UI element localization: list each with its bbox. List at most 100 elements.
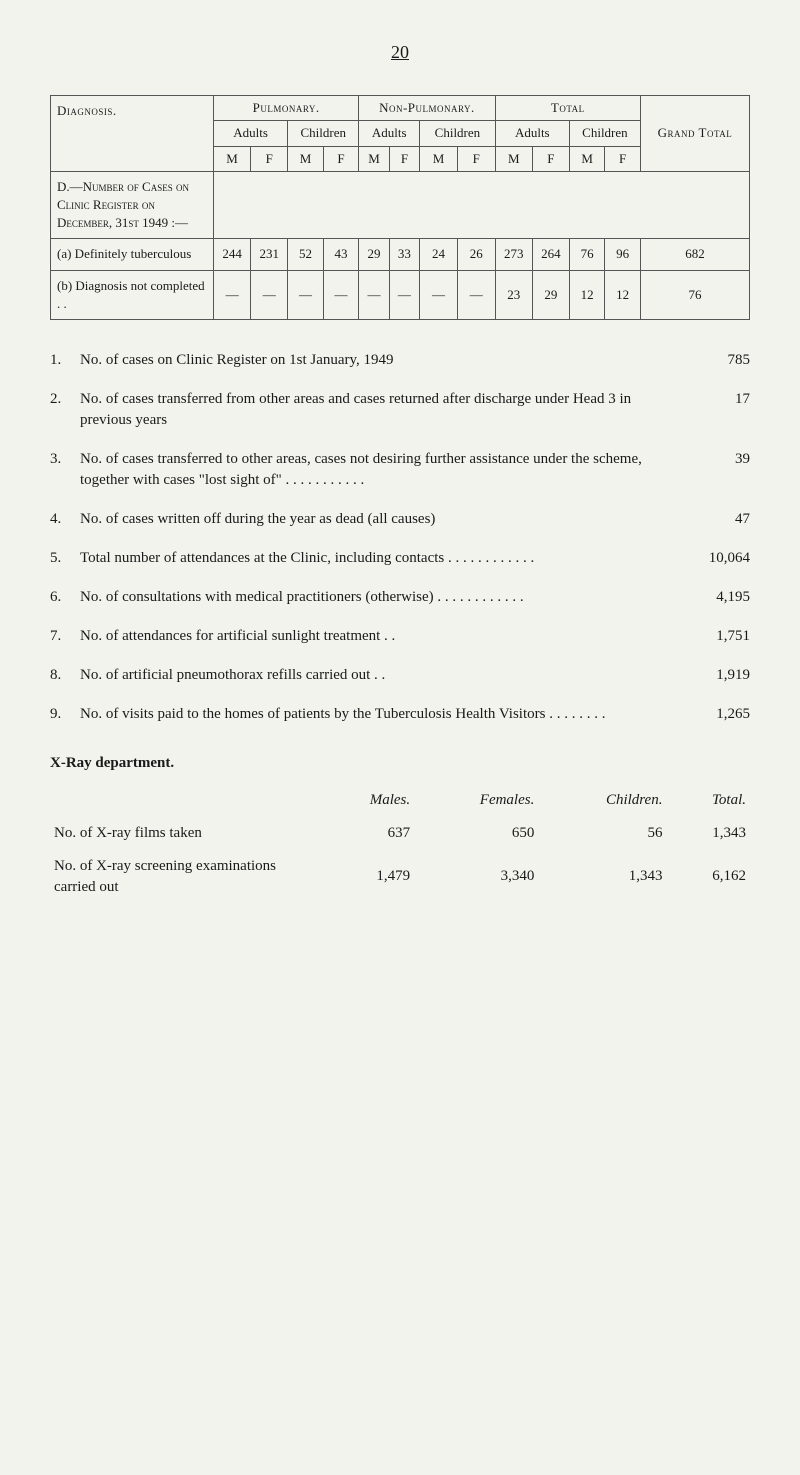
item-number: 7. (50, 626, 80, 647)
xray-cell: 1,343 (666, 817, 750, 850)
grand-total-head: Grand Total (640, 96, 749, 172)
item-number: 6. (50, 587, 80, 608)
table-cell: 12 (569, 270, 605, 319)
row-d-head-text: D.—Number of Cases on Clinic Register on… (57, 179, 189, 230)
xray-row-label: No. of X-ray films taken (50, 817, 318, 850)
table-cell: 76 (569, 239, 605, 270)
list-item: 9. No. of visits paid to the homes of pa… (50, 704, 750, 725)
item-text: No. of cases transferred to other areas,… (80, 449, 690, 491)
table-cell: — (214, 270, 251, 319)
item-value: 4,195 (690, 587, 750, 608)
list-item: 5. Total number of attendances at the Cl… (50, 548, 750, 569)
list-item: 1. No. of cases on Clinic Register on 1s… (50, 350, 750, 371)
item-text: No. of cases written off during the year… (80, 509, 690, 530)
mf-cell: M (569, 146, 605, 171)
table-cell: 231 (251, 239, 288, 270)
item-number: 1. (50, 350, 80, 371)
item-number: 3. (50, 449, 80, 470)
item-value: 10,064 (690, 548, 750, 569)
item-text: No. of artificial pneumothorax refills c… (80, 665, 690, 686)
mf-cell: M (214, 146, 251, 171)
table-cell: 96 (605, 239, 641, 270)
mf-cell: F (323, 146, 359, 171)
item-text: No. of attendances for artificial sunlig… (80, 626, 690, 647)
xray-cell: 637 (318, 817, 414, 850)
np-children: Children (420, 121, 496, 146)
table-cell: 244 (214, 239, 251, 270)
list-item: 2. No. of cases transferred from other a… (50, 389, 750, 431)
table-cell: 273 (495, 239, 532, 270)
table-cell: 76 (640, 270, 749, 319)
table-cell: — (420, 270, 458, 319)
item-text: No. of cases transferred from other area… (80, 389, 690, 431)
table-cell: — (389, 270, 419, 319)
table-cell: — (288, 270, 324, 319)
mf-cell: M (495, 146, 532, 171)
xray-table: Males. Females. Children. Total. No. of … (50, 784, 750, 904)
mf-cell: M (420, 146, 458, 171)
group-total: Total (495, 96, 640, 121)
xray-col: Children. (538, 784, 666, 817)
xray-cell: 6,162 (666, 850, 750, 904)
xray-col: Males. (318, 784, 414, 817)
item-text: No. of cases on Clinic Register on 1st J… (80, 350, 690, 371)
table-cell: 23 (495, 270, 532, 319)
item-number: 2. (50, 389, 80, 410)
xray-cell: 3,340 (414, 850, 538, 904)
pulm-adults: Adults (214, 121, 288, 146)
item-text: Total number of attendances at the Clini… (80, 548, 690, 569)
table-cell: — (359, 270, 389, 319)
row-b-label: (b) Diagnosis not completed . . (51, 270, 214, 319)
col-diagnosis: Diagnosis. (51, 96, 214, 172)
xray-col: Total. (666, 784, 750, 817)
table-cell: 264 (532, 239, 569, 270)
item-number: 5. (50, 548, 80, 569)
table-cell: — (251, 270, 288, 319)
table-cell: — (323, 270, 359, 319)
table-cell: 33 (389, 239, 419, 270)
mf-cell: F (532, 146, 569, 171)
pulm-children: Children (288, 121, 359, 146)
xray-cell: 1,343 (538, 850, 666, 904)
mf-cell: M (288, 146, 324, 171)
item-number: 9. (50, 704, 80, 725)
numbered-list: 1. No. of cases on Clinic Register on 1s… (50, 350, 750, 725)
mf-cell: F (251, 146, 288, 171)
item-value: 1,265 (690, 704, 750, 725)
list-item: 7. No. of attendances for artificial sun… (50, 626, 750, 647)
item-number: 8. (50, 665, 80, 686)
item-text: No. of visits paid to the homes of patie… (80, 704, 690, 725)
mf-cell: F (605, 146, 641, 171)
mf-cell: M (359, 146, 389, 171)
table-cell: 29 (532, 270, 569, 319)
list-item: 6. No. of consultations with medical pra… (50, 587, 750, 608)
item-number: 4. (50, 509, 80, 530)
item-value: 1,919 (690, 665, 750, 686)
item-value: 785 (690, 350, 750, 371)
tot-children: Children (569, 121, 640, 146)
xray-cell: 650 (414, 817, 538, 850)
empty-cell (50, 784, 318, 817)
table-cell: 682 (640, 239, 749, 270)
row-d-head: D.—Number of Cases on Clinic Register on… (51, 171, 214, 239)
table-cell: 52 (288, 239, 324, 270)
item-value: 17 (690, 389, 750, 410)
table-cell: 24 (420, 239, 458, 270)
np-adults: Adults (359, 121, 420, 146)
mf-cell: F (389, 146, 419, 171)
row-a-label: (a) Definitely tuberculous (51, 239, 214, 270)
table-cell: 26 (457, 239, 495, 270)
list-item: 8. No. of artificial pneumothorax refill… (50, 665, 750, 686)
item-text: No. of consultations with medical practi… (80, 587, 690, 608)
xray-col: Females. (414, 784, 538, 817)
item-value: 1,751 (690, 626, 750, 647)
table-cell: — (457, 270, 495, 319)
mf-cell: F (457, 146, 495, 171)
table-cell: 12 (605, 270, 641, 319)
table-cell: 43 (323, 239, 359, 270)
list-item: 3. No. of cases transferred to other are… (50, 449, 750, 491)
xray-heading: X-Ray department. (50, 753, 750, 774)
page-number: 20 (50, 40, 750, 65)
diagnosis-table: Diagnosis. Pulmonary. Non-Pulmonary. Tot… (50, 95, 750, 320)
group-pulmonary: Pulmonary. (214, 96, 359, 121)
